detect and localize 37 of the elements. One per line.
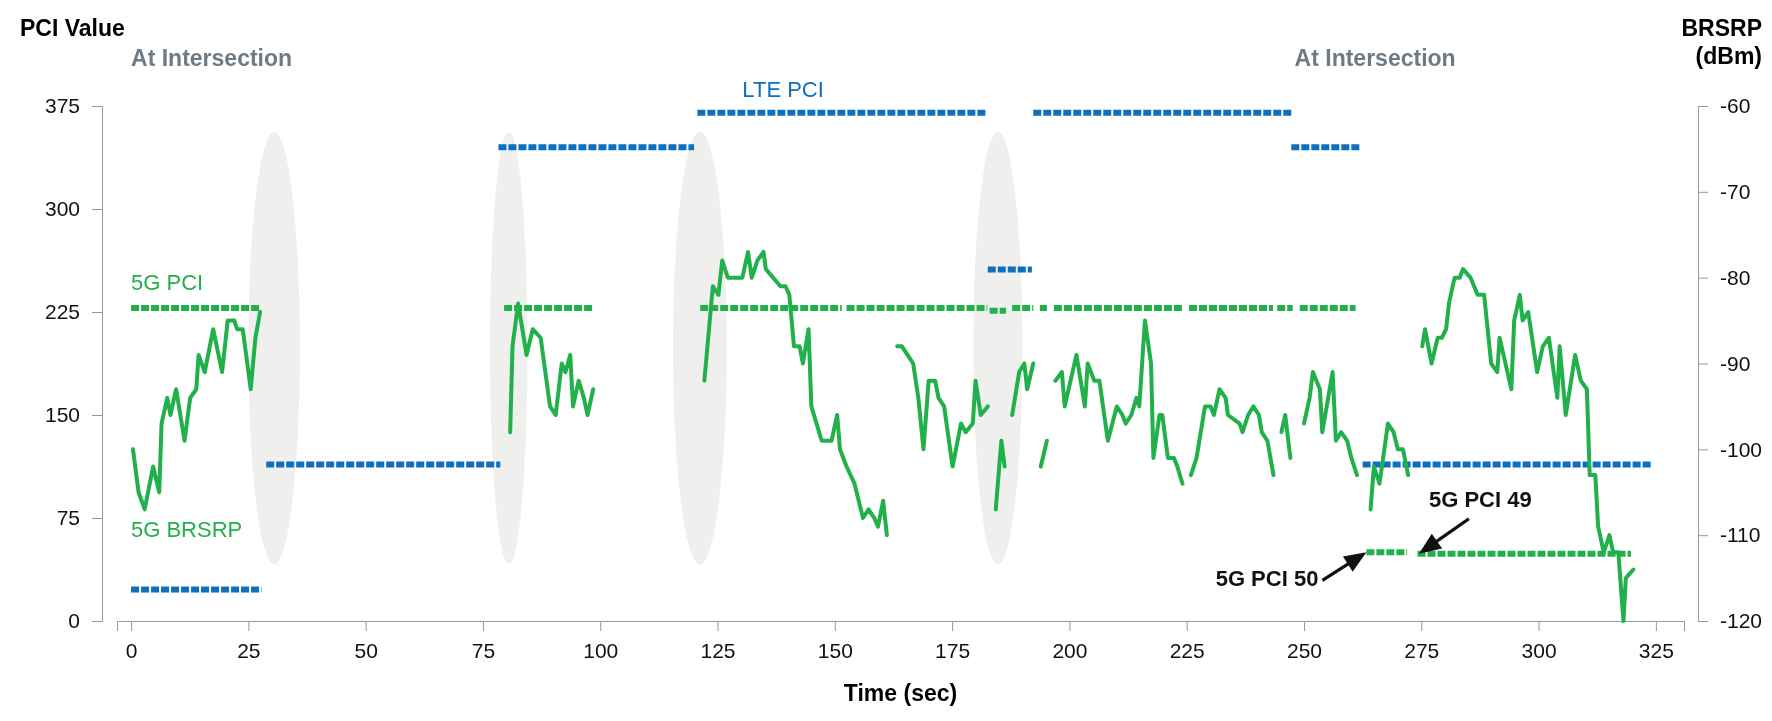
x-tick-label: 25 [237, 638, 261, 662]
x-tick-label: 100 [583, 638, 619, 662]
y2-tick-label: -60 [1720, 94, 1751, 118]
series-label: 5G PCI [131, 269, 204, 295]
y2-tick-label: -80 [1720, 265, 1751, 289]
annotation: 5G PCI 50 [1215, 566, 1319, 592]
series-label: LTE PCI [742, 76, 824, 102]
text: At Intersection [1294, 45, 1456, 71]
y-tick-label: 150 [44, 403, 80, 427]
y-tick-label: 0 [68, 609, 80, 633]
x-tick-label: 50 [354, 638, 378, 662]
y-tick-label: 375 [44, 94, 80, 118]
x-tick-label: 200 [1052, 638, 1088, 662]
y2-tick-label: -120 [1720, 609, 1763, 633]
y2-axis-title: BRSRP (dBm) [1681, 15, 1762, 69]
y-tick-label: 75 [56, 506, 80, 530]
x-tick-label: 125 [700, 638, 736, 662]
annotation: 5G PCI 49 [1428, 486, 1532, 512]
x-tick-label: 75 [471, 638, 496, 662]
x-tick-label: 150 [817, 638, 853, 662]
x-tick-label: 325 [1638, 638, 1674, 662]
y-tick-label: 225 [44, 300, 80, 324]
y2-tick-label: -70 [1720, 180, 1751, 204]
y2-tick-label: -100 [1720, 437, 1763, 461]
y2-tick-label: -110 [1720, 523, 1761, 547]
text: At Intersection [131, 45, 293, 71]
x-axis-title: Time (sec) [843, 680, 958, 706]
x-tick-label: 0 [125, 638, 138, 662]
x-tick-label: 250 [1286, 638, 1322, 662]
y2-tick-label: -90 [1720, 351, 1751, 375]
x-tick-label: 175 [935, 638, 971, 662]
y-axis-title: PCI Value [20, 15, 125, 41]
series-label: 5G BRSRP [130, 516, 243, 542]
x-tick-label: 225 [1169, 638, 1205, 662]
x-tick-label: 300 [1521, 638, 1557, 662]
x-tick-label: 275 [1404, 638, 1440, 662]
y-tick-label: 300 [44, 197, 80, 221]
